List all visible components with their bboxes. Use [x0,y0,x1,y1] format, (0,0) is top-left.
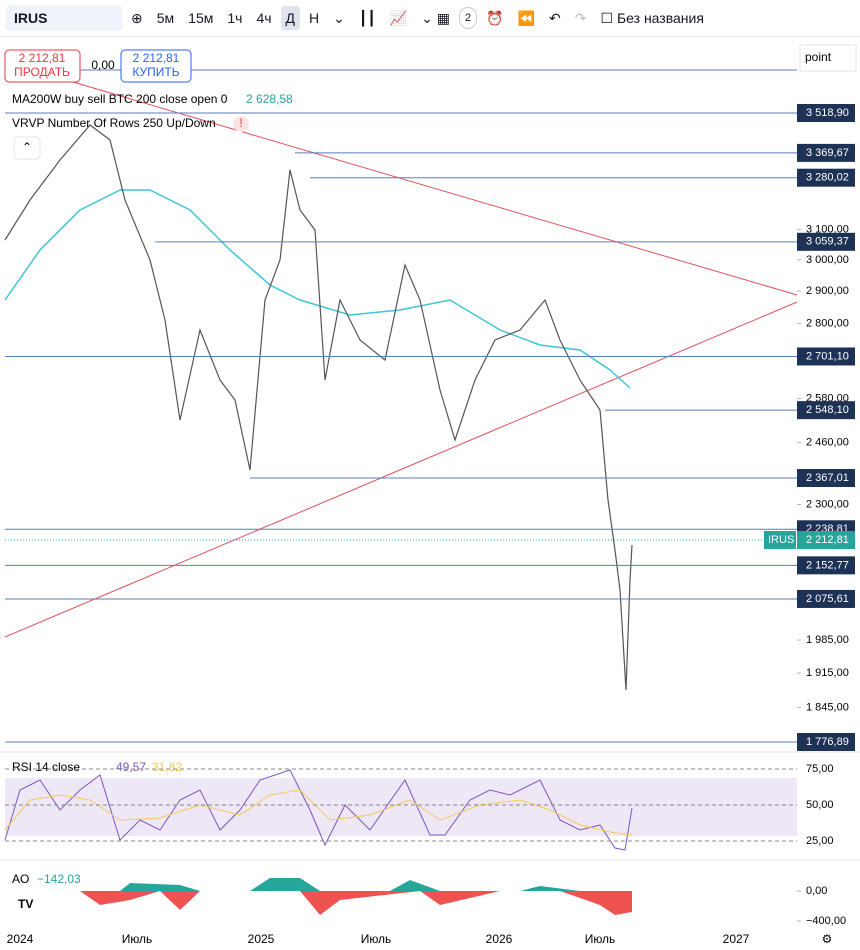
ao-value: −142,03 [37,872,81,886]
level-label: 2 548,10 [806,404,849,416]
level-label-bg [797,168,855,187]
trend-line [4,61,798,296]
price-tick-label: 2 300,00 [806,498,849,510]
redo[interactable]: ↷ [574,9,587,26]
level-label-bg [797,104,855,122]
level-label: 2 367,01 [806,472,849,484]
vrvp-name: VRVP Number Of Rows 250 Up/Down [12,116,216,130]
buy-button[interactable] [120,49,192,83]
level-label: 3 518,90 [806,107,849,119]
replay[interactable]: ⏪ [517,9,536,26]
warning-bg [233,116,249,132]
unit-box[interactable] [799,44,857,72]
spread: 0,00 [91,58,115,72]
trend-line [4,301,798,638]
level-label-bg [797,232,855,251]
vrvp-warning: ! [239,116,242,130]
level-label-bg [797,733,855,751]
time-label: 2025 [248,932,275,946]
price-tick-label: 1 985,00 [806,634,849,646]
level-label: 1 776,89 [806,736,849,748]
level-label-bg [797,469,855,488]
chart-type[interactable]: ┃┃ [358,9,376,26]
level-label-bg [797,556,855,575]
ao-pos [5,878,580,891]
interval[interactable]: 5м [156,10,175,26]
interval[interactable]: Н [309,10,320,26]
buy-price: 2 212,81 [133,51,180,65]
ao-tick-label: −400,00 [806,915,846,927]
time-label: 2024 [7,932,34,946]
ma-name: MA200W buy sell BTC 200 close open 0 [12,92,228,106]
time-label: Июль [361,932,392,946]
price-tick-label: 3 000,00 [806,254,849,266]
time-label: Июль [122,932,153,946]
last-symbol-bg [764,531,796,550]
unit: point [805,50,832,64]
price-tick-label: 2 800,00 [806,317,849,329]
ao-neg [5,891,632,915]
price-tick-label: 1 845,00 [806,701,849,713]
level-label: 3 059,37 [806,236,849,248]
level-label: 3 369,67 [806,147,849,159]
alert[interactable]: ⏰ [486,9,504,26]
layout-badge[interactable]: 2 [459,7,478,29]
rsi-name: RSI 14 close [12,760,80,774]
add-symbol[interactable]: ⊕ [131,9,143,26]
sell-button[interactable] [4,49,81,83]
symbol-search[interactable]: IRUS [6,5,122,31]
interval[interactable]: 4ч [256,10,272,26]
level-label-bg [797,401,855,420]
rsi-tick-label: 75,00 [806,763,834,775]
time-label: Июль [585,932,616,946]
interval-menu[interactable]: ⌄ [333,9,345,26]
level-label: 2 075,61 [806,593,849,605]
rsi-value: 49,57 [116,760,146,774]
level-label: 2 701,10 [806,350,849,362]
collapse-button[interactable] [13,136,41,160]
rsi-ma-value: 31,82 [152,760,182,774]
time-label: 2026 [486,932,513,946]
level-label: 2 152,77 [806,559,849,571]
price-tick-label: 3 100,00 [806,224,849,236]
buy-label: КУПИТЬ [132,65,179,79]
level-label-bg [797,589,855,608]
rsi-tick-label: 25,00 [806,835,834,847]
sell-label: ПРОДАТЬ [14,65,70,79]
indicators[interactable]: 📈 [389,9,408,26]
ao-tick-label: 0,00 [806,885,827,897]
level-label: 3 280,02 [806,172,849,184]
ma-line [4,189,631,389]
sell-price: 2 212,81 [19,51,66,65]
ao-name: AO [12,872,29,886]
price-tick-label: 2 900,00 [806,285,849,297]
interval[interactable]: 15м [188,10,214,26]
rsi-tick-label: 50,00 [806,799,834,811]
last-symbol: IRUS [768,534,794,546]
undo[interactable]: ↶ [549,9,561,26]
interval[interactable]: Д [280,6,301,30]
interval[interactable]: 1ч [227,10,243,26]
toolbar: IRUS ⊕ 5м 15м 1ч 4ч Д Н ⌄ ┃┃ 📈 ⌄ ▦ 2 ⏰ ⏪… [0,0,860,37]
level-label-bg [797,347,855,366]
level-label-bg [797,143,855,162]
price-tick-label: 2 460,00 [806,436,849,448]
settings[interactable]: ⚙ [822,932,833,946]
rsi-band [5,778,797,836]
collapse-icon: ⌃ [22,140,32,154]
price-line [4,124,633,691]
ma-value: 2 628,58 [246,92,293,106]
price-tick-label: 1 915,00 [806,667,849,679]
layout-title: Без названия [616,9,704,26]
logo: TV [18,897,33,911]
templates[interactable]: ⌄ ▦ [421,9,451,26]
time-label: 2027 [723,932,750,946]
last-label-bg [797,531,855,550]
last-label: 2 212,81 [806,534,849,546]
layout-name[interactable]: ☐ Без названия [600,9,704,26]
